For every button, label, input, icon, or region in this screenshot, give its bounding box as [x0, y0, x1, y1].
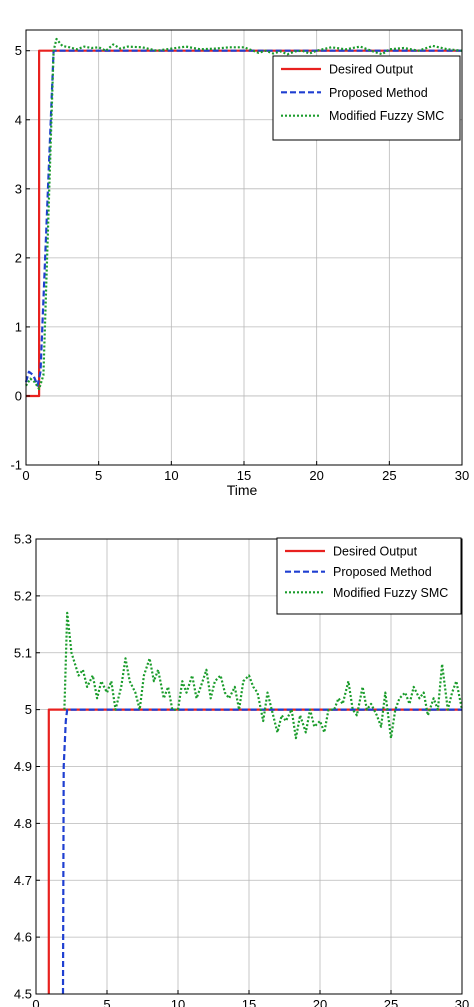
legend-label: Desired Output: [329, 63, 414, 77]
x-tick-label: 5: [95, 468, 102, 483]
x-tick-label: 10: [164, 468, 178, 483]
y-tick-label: 4.9: [14, 759, 32, 774]
y-tick-label: 4.7: [14, 873, 32, 888]
x-tick-label: 5: [103, 997, 110, 1007]
legend-label: Modified Fuzzy SMC: [333, 586, 448, 600]
y-tick-label: 2: [15, 250, 22, 265]
y-tick-label: 5.2: [14, 588, 32, 603]
y-tick-label: 0: [15, 388, 22, 403]
y-tick-label: 1: [15, 319, 22, 334]
legend-box: [272, 55, 461, 141]
y-tick-label: -1: [10, 458, 22, 473]
y-tick-label: 5: [25, 702, 32, 717]
y-tick-label: 4.5: [14, 987, 32, 1002]
y-tick-label: 4: [15, 112, 22, 127]
chart-2: 0510152025304.54.64.74.84.955.15.25.3Tim…: [14, 532, 469, 1007]
x-tick-label: 25: [384, 997, 398, 1007]
x-tick-label: 0: [32, 997, 39, 1007]
legend-label: Proposed Method: [329, 86, 428, 100]
x-tick-label: 20: [313, 997, 327, 1007]
y-tick-label: 5.1: [14, 645, 32, 660]
legend-label: Proposed Method: [333, 565, 432, 579]
legend-label: Desired Output: [333, 545, 418, 559]
series-line-modified-fuzzy-smc: [63, 611, 464, 740]
x-tick-label: 0: [22, 468, 29, 483]
x-tick-label: 20: [309, 468, 323, 483]
x-tick-label: 10: [171, 997, 185, 1007]
series-line-proposed-method: [24, 49, 462, 387]
x-tick-label: 15: [242, 997, 256, 1007]
y-tick-label: 5.3: [14, 532, 32, 547]
y-tick-label: 3: [15, 181, 22, 196]
y-tick-label: 4.8: [14, 816, 32, 831]
y-tick-label: 5: [15, 43, 22, 58]
legend-box: [276, 537, 462, 615]
x-tick-label: 30: [455, 997, 469, 1007]
x-tick-label: 30: [455, 468, 469, 483]
x-axis-label: Time: [227, 482, 258, 498]
legend: Desired Output Proposed Method Modified Fu…: [276, 537, 462, 615]
x-tick-label: 25: [382, 468, 396, 483]
legend-label: Modified Fuzzy SMC: [329, 109, 444, 123]
x-tick-label: 15: [237, 468, 251, 483]
series-line-modified-fuzzy-smc: [25, 37, 463, 391]
series-line-proposed-method: [61, 708, 462, 995]
y-tick-label: 4.6: [14, 930, 32, 945]
legend: Desired Output Proposed Method Modified Fu…: [272, 55, 461, 141]
